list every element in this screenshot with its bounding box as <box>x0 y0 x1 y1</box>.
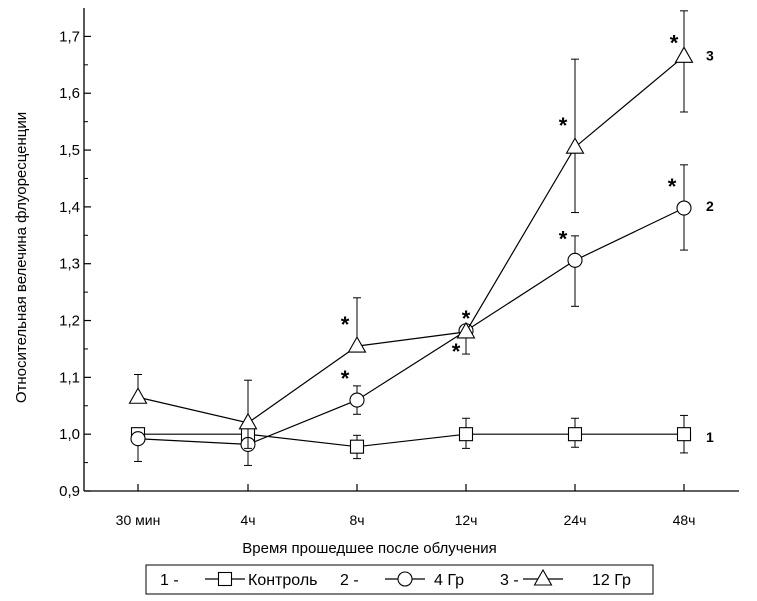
y-tick-label: 1,5 <box>59 142 80 159</box>
data-point <box>676 200 692 216</box>
y-tick-label: 1,2 <box>59 313 80 330</box>
significance-star: * <box>559 226 568 251</box>
axes <box>83 8 739 492</box>
data-point <box>674 46 694 63</box>
significance-star: * <box>452 339 461 364</box>
legend-label: 4 Гр <box>434 572 464 589</box>
data-point <box>565 137 585 154</box>
series-end-label: 3 <box>706 47 714 63</box>
series-line <box>137 55 685 424</box>
significance-star: * <box>462 306 471 331</box>
data-point <box>238 412 258 430</box>
y-tick-label: 1,0 <box>59 426 80 443</box>
data-point <box>676 427 692 442</box>
y-tick-label: 1,7 <box>59 28 80 45</box>
x-tick-label: 24ч <box>564 512 587 528</box>
x-tick-label: 8ч <box>349 512 364 528</box>
data-point <box>458 427 474 442</box>
y-tick-label: 1,1 <box>59 369 80 386</box>
data-point <box>130 431 146 447</box>
legend: 1 - Контроль 2 - 4 Гр 3 - 12 Гр <box>145 564 654 595</box>
significance-star: * <box>341 312 350 337</box>
data-point <box>349 439 365 454</box>
series-2: ****2 <box>130 164 714 466</box>
legend-label: Контроль <box>248 572 318 589</box>
significance-star: * <box>670 30 679 55</box>
legend-prefix: 2 - <box>340 572 359 589</box>
y-axis-label: Относительная велечина флуоресценции <box>13 112 30 403</box>
series-3: * *** 3 <box>128 10 714 449</box>
significance-star: * <box>668 174 677 199</box>
legend-marker <box>533 568 553 586</box>
legend-label: 12 Гр <box>592 572 631 589</box>
series-end-label: 1 <box>706 429 714 445</box>
x-tick-label: 12ч <box>455 512 478 528</box>
legend-prefix: 1 - <box>160 572 179 589</box>
y-tick-label: 0,9 <box>59 483 80 500</box>
x-axis-label: Время прошедшее после облучения <box>242 540 496 557</box>
series-end-label: 2 <box>706 198 714 214</box>
data-point <box>347 335 367 353</box>
data-point <box>349 392 365 408</box>
data-point <box>456 321 476 339</box>
y-tick-label: 1,3 <box>59 256 80 273</box>
legend-prefix: 3 - <box>500 572 519 589</box>
y-tick-label: 1,4 <box>59 199 80 216</box>
data-point <box>567 427 583 442</box>
legend-marker <box>397 571 413 587</box>
y-tick-label: 1,6 <box>59 85 80 102</box>
significance-star: * <box>559 113 568 138</box>
data-point <box>567 252 583 268</box>
x-tick-label: 48ч <box>673 512 696 528</box>
series-1: 1 <box>130 414 714 460</box>
data-point <box>128 387 148 404</box>
legend-marker <box>217 571 233 587</box>
series-layer: 1****2* *** 3 <box>128 10 714 466</box>
significance-star: * <box>341 366 350 391</box>
series-line <box>138 433 684 448</box>
series-line <box>137 207 685 446</box>
x-tick-label: 4ч <box>240 512 255 528</box>
y-axis-ticks: 0,9 1,0 1,1 1,2 1,3 1,4 1,5 1,6 1,7 <box>59 28 91 500</box>
x-axis-ticks: 30 мин 4ч 8ч 12ч 24ч 48ч <box>116 484 696 528</box>
x-tick-label: 30 мин <box>116 512 161 528</box>
